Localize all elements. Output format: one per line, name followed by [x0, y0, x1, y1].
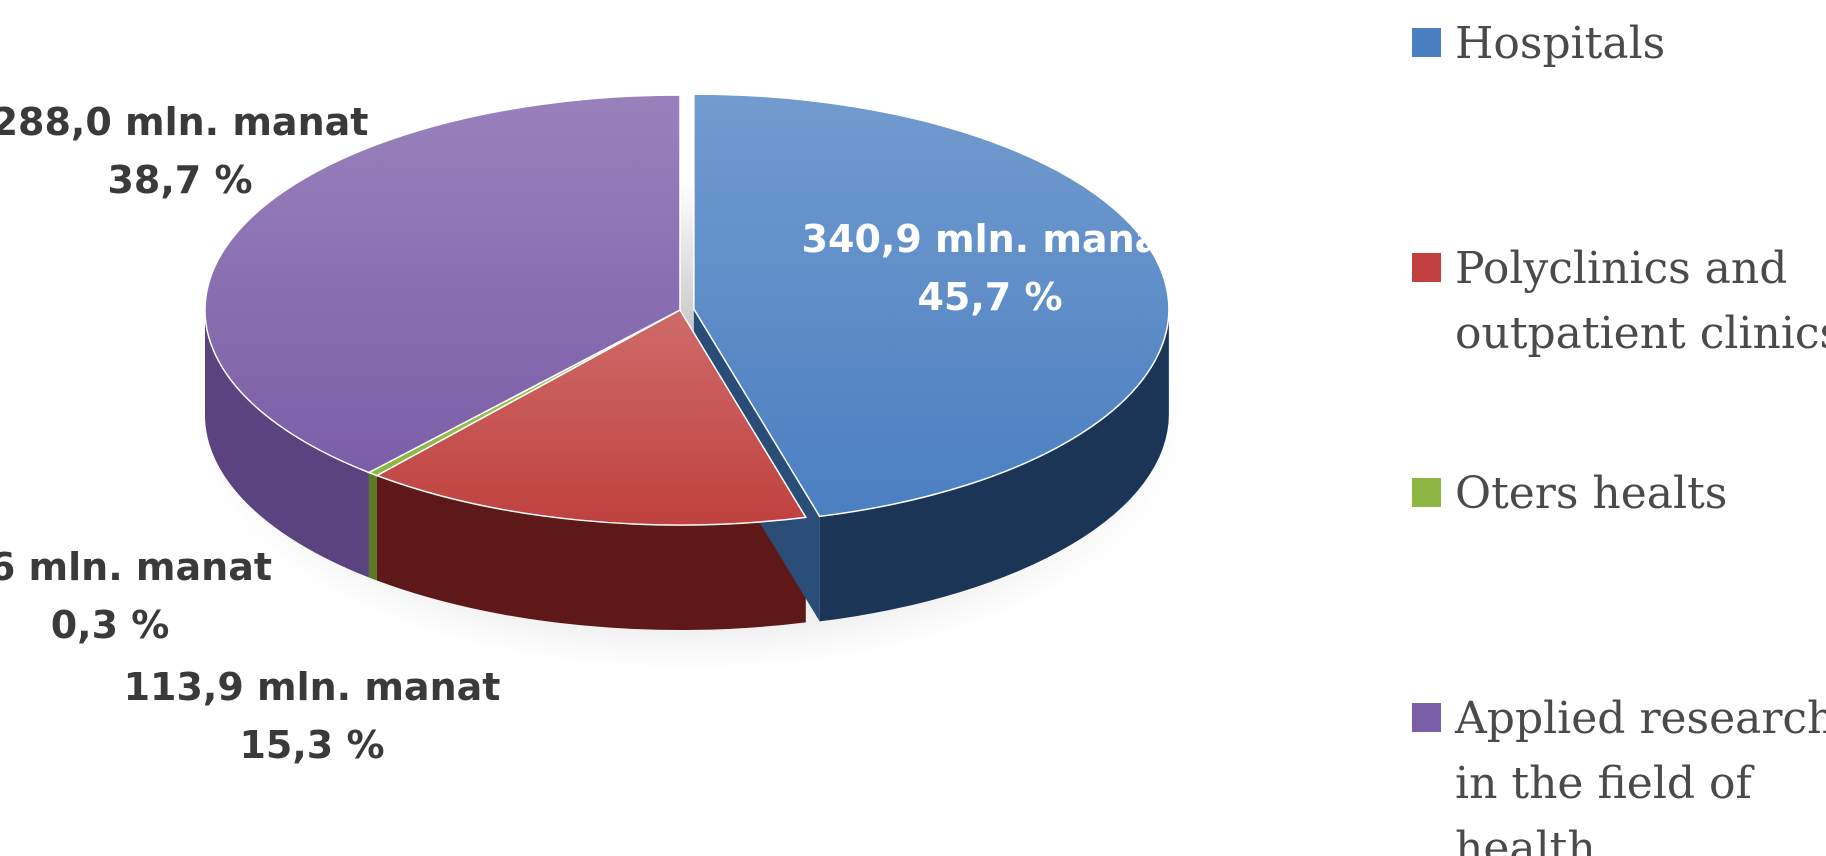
- data-label-value-2: 2,6 mln. manat: [0, 545, 272, 589]
- data-label-percent-3: 38,7 %: [107, 158, 252, 202]
- legend-swatch-2: [1412, 478, 1441, 507]
- legend-label-2-0: Oters healts: [1455, 468, 1727, 519]
- pie-slice-side-1: [376, 475, 806, 630]
- data-label-value-1: 113,9 mln. manat: [124, 665, 501, 709]
- legend-label-3-0: Applied research: [1454, 693, 1826, 744]
- legend-label-0-0: Hospitals: [1455, 18, 1665, 69]
- legend-label-1-0: Polyclinics and: [1455, 243, 1787, 294]
- legend-label-3-1: in the field of: [1455, 758, 1755, 809]
- data-label-percent-2: 0,3 %: [51, 603, 170, 647]
- pie-slice-gloss-3: [204, 95, 681, 473]
- legend-swatch-3: [1412, 703, 1441, 732]
- pie-slice-gloss-0: [693, 94, 1169, 517]
- data-label-value-3: 288,0 mln. manat: [0, 100, 368, 144]
- pie-slice-side-2: [368, 472, 377, 581]
- data-label-percent-1: 15,3 %: [239, 723, 384, 767]
- legend-swatch-0: [1412, 28, 1441, 57]
- pie-slice-side-3: [205, 310, 369, 578]
- data-label-percent-0: 45,7 %: [917, 275, 1062, 319]
- pie-slice-side-0: [819, 309, 1169, 622]
- legend-label-3-2: health: [1455, 823, 1596, 856]
- data-label-value-0: 340,9 mln. manat: [802, 217, 1179, 261]
- legend-label-1-1: outpatient clinics: [1455, 308, 1826, 359]
- pie-slice-gloss-1: [376, 310, 806, 525]
- legend-swatch-1: [1412, 253, 1441, 282]
